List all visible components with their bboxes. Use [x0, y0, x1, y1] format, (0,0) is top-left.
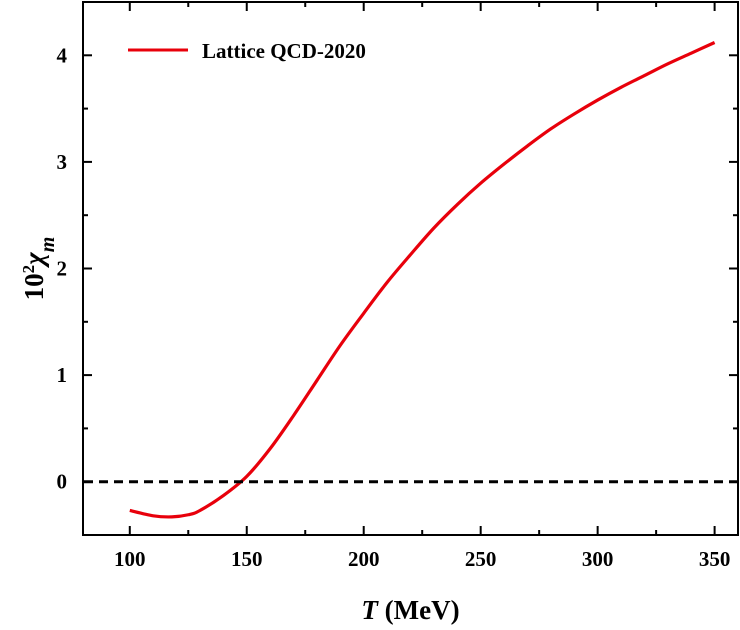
y-axis-label-sup: 2 [19, 265, 38, 274]
plot-frame [82, 1, 739, 536]
x-tick-label: 150 [231, 547, 263, 571]
x-tick-label: 100 [114, 547, 146, 571]
x-axis-label-unit: (MeV) [378, 595, 460, 625]
series-line-lattice-qcd [129, 41, 716, 519]
x-axis-label: T (MeV) [361, 595, 459, 625]
y-axis-label-base: 10 [19, 273, 49, 300]
x-tick-label: 250 [465, 547, 497, 571]
y-tick-label: 4 [57, 43, 68, 67]
ticks-layer: 100 150 200 250 300 350 0 1 2 3 4 [57, 2, 738, 571]
x-tick-label: 350 [699, 547, 731, 571]
x-axis-label-italic: T [361, 595, 379, 625]
x-tick-label: 300 [582, 547, 614, 571]
legend: Lattice QCD-2020 [128, 39, 366, 63]
y-tick-label: 0 [57, 470, 68, 494]
y-axis-label-symbol: χ [19, 252, 49, 269]
y-tick-label: 2 [57, 257, 68, 281]
y-axis-label-sub: m [37, 237, 59, 253]
series-layer [84, 41, 737, 519]
y-axis-label: 102χm [19, 237, 60, 301]
x-tick-label: 200 [348, 547, 380, 571]
y-tick-label: 3 [57, 150, 68, 174]
legend-label: Lattice QCD-2020 [202, 39, 366, 63]
y-tick-label: 1 [57, 363, 68, 387]
